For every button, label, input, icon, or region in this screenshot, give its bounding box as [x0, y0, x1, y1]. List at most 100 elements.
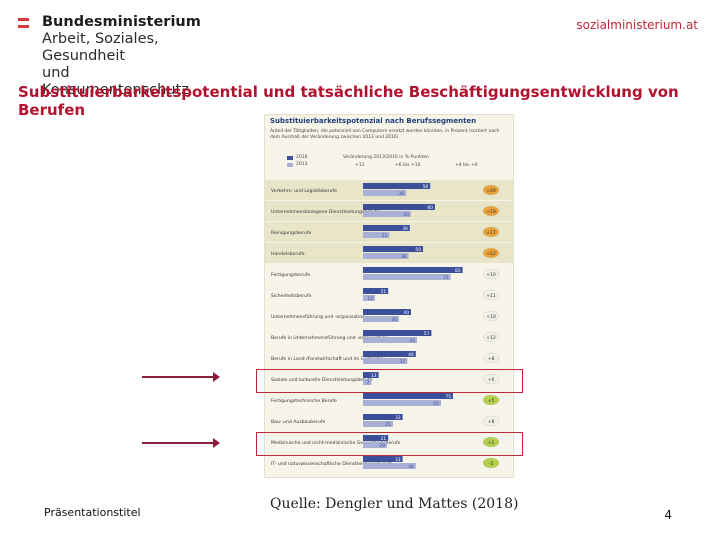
change-label: +8: [488, 419, 495, 425]
row-background: [265, 432, 513, 452]
category-label: Berufe in Land-/Forstwirtschaft und im G…: [271, 356, 385, 362]
data-label-2013: 45: [409, 338, 415, 344]
change-label: -5: [489, 461, 494, 467]
source-citation: Quelle: Dengler und Mattes (2018): [270, 496, 519, 512]
bar-2013: [363, 400, 441, 406]
bar-chart: Verkehrs- und Logistikberufe 56 36 +20 Unter…: [265, 180, 513, 473]
data-label-2013: 40: [403, 212, 409, 218]
bar-2013: [363, 232, 390, 238]
data-label-2013: 36: [399, 191, 405, 197]
data-label-2013: 44: [408, 464, 414, 470]
data-label-2016: 44: [408, 352, 414, 358]
category-label: Medizinische und nicht-medizinische Gesu…: [271, 440, 401, 446]
data-label-2016: 33: [395, 457, 401, 463]
presentation-title-footer: Präsentationstitel: [44, 506, 141, 519]
change-marker: [482, 289, 500, 301]
legend-change-2: +6 bis +10: [395, 163, 421, 168]
bar-2013: [363, 463, 416, 469]
legend-2016: 2016: [296, 155, 308, 160]
data-label-2016: 40: [403, 310, 409, 316]
austria-flag-logo-icon: [18, 18, 34, 42]
data-label-2013: 10: [367, 296, 373, 302]
category-label: Handelsberufe: [271, 251, 305, 257]
bar-2013: [363, 190, 407, 196]
legend-change-3: +4 bis +6: [455, 163, 478, 168]
data-label-2016: 56: [423, 184, 429, 190]
data-label-2013: 25: [385, 422, 391, 428]
data-label-2016: 75: [445, 394, 451, 400]
category-label: Berufe in Unternehmensführung und -organ…: [271, 335, 387, 341]
bar-2013: [363, 379, 372, 385]
change-marker: [482, 457, 500, 469]
change-label: +11: [486, 293, 496, 299]
figure-panel: Substituierbarkeitspotenzial nach Berufs…: [264, 114, 514, 478]
ministry-name: Bundesministerium Arbeit, Soziales, Gesu…: [42, 14, 201, 99]
change-marker: [482, 415, 500, 427]
change-marker: [482, 373, 500, 385]
category-label: Unternehmensführung und -organisation: [271, 314, 365, 320]
bar-2016: [363, 309, 411, 315]
change-label: +17: [486, 230, 496, 236]
bar-2013: [363, 442, 387, 448]
change-marker: [482, 226, 500, 238]
figure-subtitle: Anteil der Tätigkeiten, die potenziell v…: [270, 129, 500, 140]
bar-2016: [363, 456, 403, 462]
change-label: +1: [488, 440, 495, 446]
data-label-2013: 37: [400, 359, 406, 365]
arrow-right-icon: [142, 438, 220, 448]
category-label: Fertigungstechnische Berufe: [271, 398, 337, 404]
bar-2016: [363, 393, 453, 399]
bar-2016: [363, 225, 410, 231]
row-background: [265, 285, 513, 305]
change-label: +10: [486, 272, 496, 278]
change-label: +19: [486, 209, 496, 215]
data-label-2013: 7: [367, 380, 370, 386]
data-label-2016: 21: [381, 289, 387, 295]
arrow-right-icon: [142, 372, 220, 382]
bar-2016: [363, 330, 432, 336]
ministry-line-2: Arbeit, Soziales, Gesundheit: [42, 31, 159, 64]
change-marker: [482, 268, 500, 280]
ministry-line-3: und Konsumentenschutz: [42, 65, 189, 98]
category-label: Fertigungsberufe: [271, 272, 310, 278]
data-label-2016: 33: [395, 415, 401, 421]
bar-2013: [363, 295, 375, 301]
legend-2013: 2013: [296, 162, 308, 167]
bar-2016: [363, 246, 423, 252]
bar-2016: [363, 435, 389, 441]
data-label-2016: 13: [371, 373, 377, 379]
change-label: +12: [486, 335, 496, 341]
change-label: +20: [486, 188, 496, 194]
data-label-2013: 65: [433, 401, 439, 407]
legend-swatch-2016: [287, 156, 293, 160]
change-marker: [482, 184, 500, 196]
bar-2016: [363, 414, 403, 420]
highlight-box-health: [256, 432, 523, 456]
bar-2013: [363, 253, 409, 259]
data-label-2016: 83: [455, 268, 461, 274]
category-label: Reinigungsberufe: [271, 230, 311, 236]
change-label: +10: [486, 314, 496, 320]
category-label: Verkehrs- und Logistikberufe: [271, 188, 337, 194]
legend-change-title: Veränderung 2013/2016 in %-Punkten: [343, 155, 430, 160]
figure-title: Substituierbarkeitspotenzial nach Berufs…: [270, 117, 477, 125]
change-label: +12: [486, 251, 496, 257]
bar-2013: [363, 211, 411, 217]
category-label: Sicherheitsberufe: [271, 293, 312, 299]
bar-2016: [363, 288, 389, 294]
data-label-2013: 73: [443, 275, 449, 281]
category-label: Unternehmensbezogene Dienstleistungsberu…: [271, 209, 379, 215]
bar-2013: [363, 316, 399, 322]
data-label-2016: 57: [424, 331, 430, 337]
category-label: IT- und naturwissenschaftliche Dienstlei…: [271, 461, 393, 467]
data-label-2013: 22: [382, 233, 388, 239]
category-label: Bau- und Ausbauberufe: [271, 419, 325, 425]
change-marker: [482, 247, 500, 259]
change-marker: [482, 331, 500, 343]
bar-2016: [363, 351, 416, 357]
bar-2013: [363, 358, 408, 364]
change-marker: [482, 310, 500, 322]
highlight-box-social: [256, 369, 523, 393]
data-label-2013: 30: [391, 317, 397, 323]
website-link[interactable]: sozialministerium.at: [576, 18, 698, 32]
